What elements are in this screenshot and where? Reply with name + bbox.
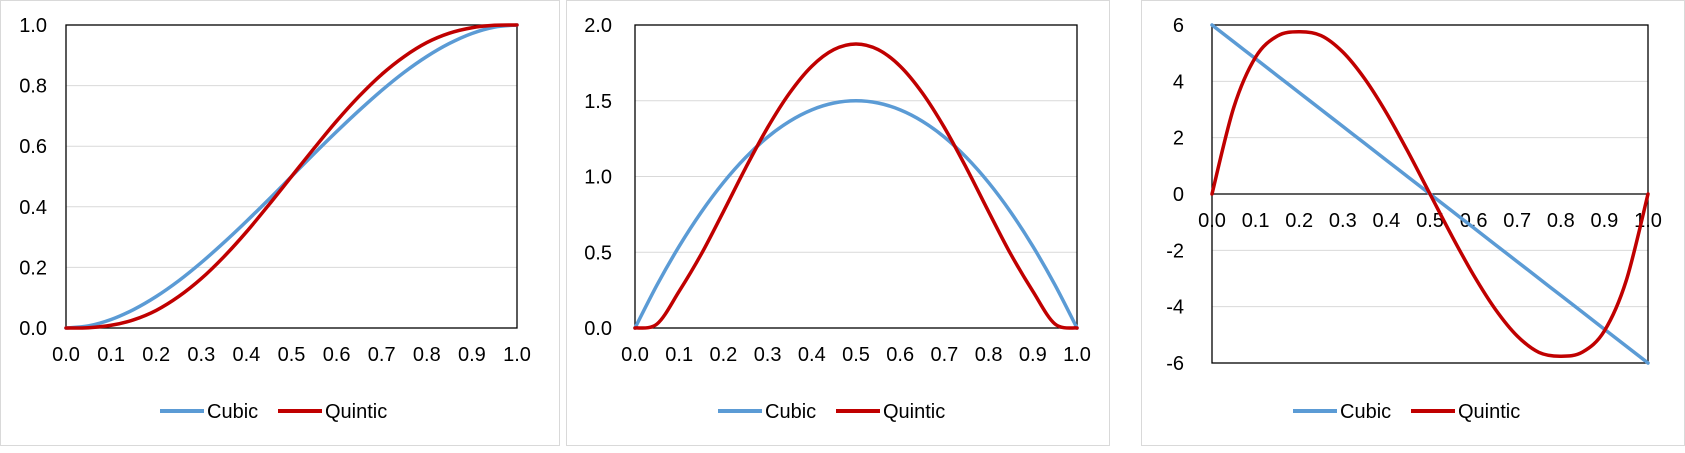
legend-item-cubic: Cubic [718, 401, 816, 423]
legend-label: Cubic [1340, 401, 1391, 423]
x-tick-label: 0.5 [842, 344, 870, 366]
x-tick-label: 0.7 [930, 344, 958, 366]
legend-item-cubic: Cubic [160, 401, 258, 423]
legend-label: Quintic [1458, 401, 1520, 423]
x-tick-label: 0.5 [1416, 210, 1444, 232]
y-tick-label: 0.6 [19, 136, 47, 158]
x-tick-label: 0.7 [1503, 210, 1531, 232]
chart-2: 0.0 0.5 1.0 1.5 2.0 0.0 0.1 0.2 0.3 0.4 0.5 0.6 0.7 0… [566, 0, 1110, 446]
chart-frame [1141, 0, 1685, 446]
legend-label: Cubic [207, 401, 258, 423]
x-tick-label: 0.1 [665, 344, 693, 366]
x-tick-label: 0.9 [458, 344, 486, 366]
series-line-cubic [633, 99, 1079, 330]
x-tick-label: 0.7 [368, 344, 396, 366]
legend-label: Quintic [325, 401, 387, 423]
x-tick-label: 0.6 [1460, 210, 1488, 232]
plot-area-border [65, 24, 518, 329]
chart-3: -6 -4 -2 0 2 4 6 0.0 0.1 0.2 0.3 0.4 0.5 0.6 0.7 0.8 0.9… [1141, 0, 1685, 446]
plot-area-border [634, 24, 1078, 329]
y-tick-label: 1.5 [584, 91, 612, 113]
x-tick-label: 0.0 [621, 344, 649, 366]
y-tick-label: 0.2 [19, 257, 47, 279]
y-tick-label: 0.8 [19, 76, 47, 98]
x-tick-label: 0.3 [754, 344, 782, 366]
y-tick-label: 0 [1173, 184, 1184, 206]
x-tick-label: 0.0 [1198, 210, 1226, 232]
y-tick-label: -6 [1166, 353, 1184, 375]
chart-1: 0.0 0.2 0.4 0.6 0.8 1.0 0.0 0.1 0.2 0.3 0.4 0.5 0.6 0… [0, 0, 560, 446]
x-tick-label: 1.0 [1063, 344, 1091, 366]
y-tick-label: 2 [1173, 128, 1184, 150]
legend-label: Cubic [765, 401, 816, 423]
x-tick-label: 0.2 [1285, 210, 1313, 232]
legend-item-quintic: Quintic [278, 401, 387, 423]
x-tick-label: 0.1 [1242, 210, 1270, 232]
x-tick-label: 0.8 [975, 344, 1003, 366]
chart-frame [566, 0, 1110, 446]
x-tick-label: 0.1 [97, 344, 125, 366]
series-line-quintic [64, 23, 519, 330]
x-tick-label: 0.8 [413, 344, 441, 366]
x-tick-label: 0.2 [142, 344, 170, 366]
legend-item-cubic: Cubic [1293, 401, 1391, 423]
x-tick-label: 0.5 [278, 344, 306, 366]
y-tick-label: 6 [1173, 15, 1184, 37]
legend-item-quintic: Quintic [1411, 401, 1520, 423]
y-tick-label: 0.4 [19, 197, 47, 219]
x-tick-label: 0.2 [709, 344, 737, 366]
y-tick-label: 4 [1173, 71, 1184, 93]
legend-label: Quintic [883, 401, 945, 423]
legend-item-quintic: Quintic [836, 401, 945, 423]
x-tick-label: 0.3 [1329, 210, 1357, 232]
chart-frame [0, 0, 560, 446]
y-tick-label: 0.0 [584, 318, 612, 340]
series-line-quintic [633, 42, 1079, 330]
y-tick-label: 2.0 [584, 15, 612, 37]
x-tick-label: 0.9 [1590, 210, 1618, 232]
x-tick-label: 0.0 [52, 344, 80, 366]
y-tick-label: 1.0 [19, 15, 47, 37]
y-tick-label: 0.5 [584, 242, 612, 264]
y-tick-label: -4 [1166, 297, 1184, 319]
y-tick-label: -2 [1166, 240, 1184, 262]
x-tick-label: 0.6 [323, 344, 351, 366]
y-tick-label: 0.0 [19, 318, 47, 340]
x-tick-label: 0.8 [1547, 210, 1575, 232]
series-line-quintic [1210, 30, 1650, 358]
x-tick-label: 0.4 [232, 344, 260, 366]
y-tick-label: 1.0 [584, 167, 612, 189]
x-tick-label: 0.4 [1372, 210, 1400, 232]
x-tick-label: 0.3 [187, 344, 215, 366]
x-tick-label: 1.0 [503, 344, 531, 366]
x-tick-label: 0.9 [1019, 344, 1047, 366]
x-tick-label: 0.6 [886, 344, 914, 366]
x-tick-label: 0.4 [798, 344, 826, 366]
